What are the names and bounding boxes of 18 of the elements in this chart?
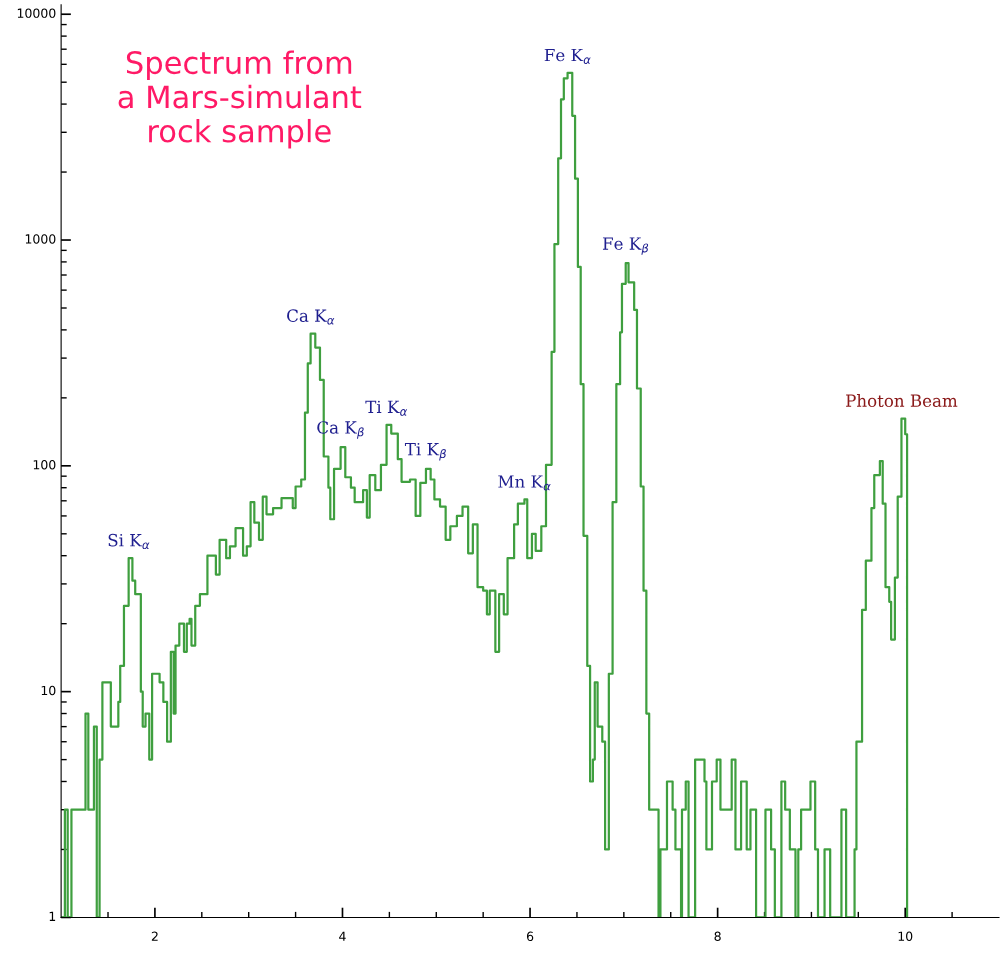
- annotation: Fe K$_{α}$: [544, 48, 591, 64]
- y-tick-label: 10: [41, 685, 56, 696]
- x-tick-label: 8: [714, 931, 721, 941]
- annotation: Fe K$_{β}$: [602, 237, 649, 255]
- annotation: Ca K$_{α}$: [287, 309, 335, 325]
- y-tick-label: 1: [49, 911, 56, 921]
- annotation: Photon Beam: [846, 394, 958, 407]
- annotation: Si K$_{α}$: [108, 533, 150, 550]
- y-tick-label: 10000: [17, 8, 56, 18]
- y-tick-label: 100: [33, 460, 56, 470]
- x-tick-label: 4: [339, 931, 346, 941]
- x-tick-label: 6: [526, 931, 534, 941]
- annotation: Ti K$_{α}$: [365, 400, 408, 416]
- x-tick-label: 2: [151, 931, 158, 941]
- x-tick-label: 10: [898, 931, 913, 941]
- annotation: Ti K$_{β}$: [404, 442, 446, 461]
- y-tick-label: 1000: [25, 234, 56, 244]
- text: Spectrum from a Mars-simulant rock sample: [118, 50, 362, 149]
